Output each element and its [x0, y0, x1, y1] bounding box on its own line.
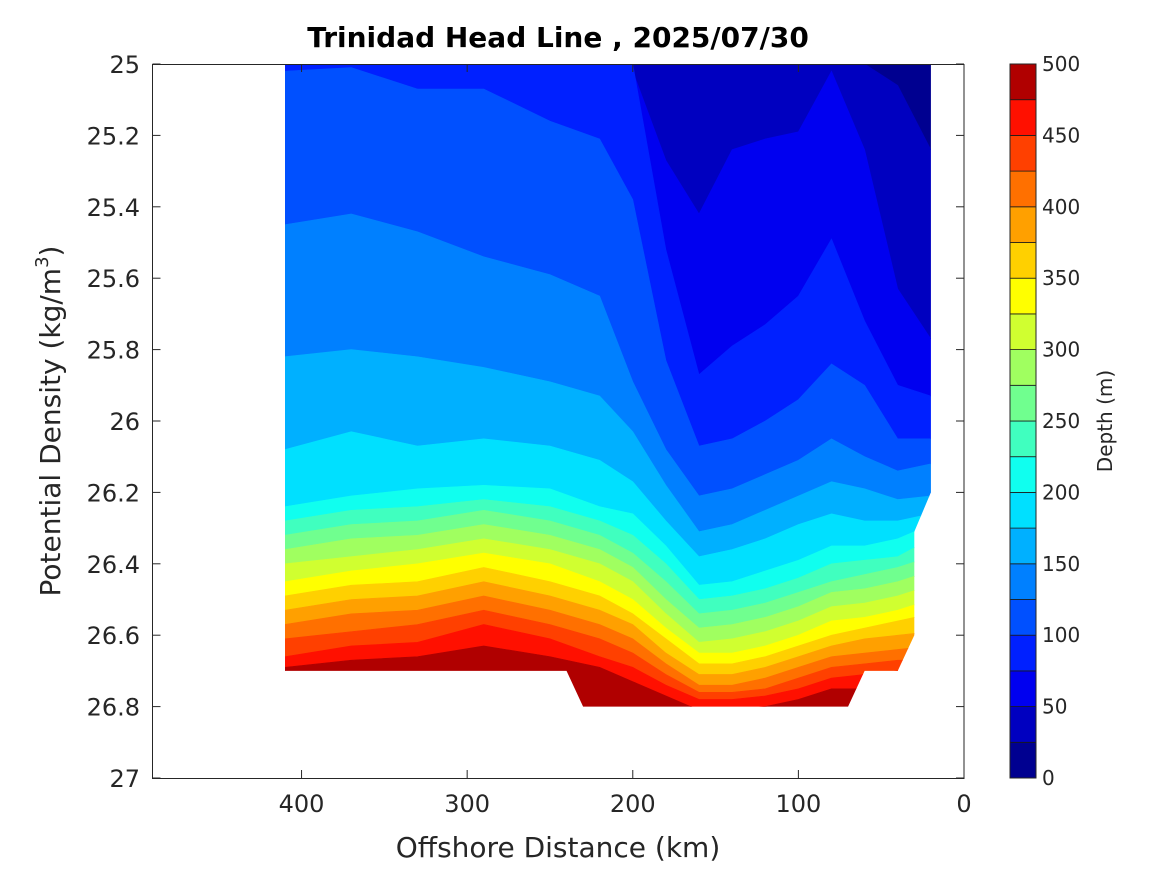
colorbar-swatch	[1009, 456, 1037, 493]
colorbar-swatch	[1009, 242, 1037, 279]
y-tick-label: 26.4	[87, 551, 140, 579]
y-axis-label-main: Potential Density (kg/m	[34, 268, 67, 597]
colorbar-swatch	[1009, 634, 1037, 672]
x-tick-label: 0	[956, 790, 971, 818]
colorbar-swatch	[1009, 706, 1037, 743]
colorbar-tick-label: 500	[1042, 52, 1080, 76]
y-tick-label: 25.8	[87, 337, 140, 365]
colorbar-swatch	[1009, 491, 1037, 529]
colorbar-swatch	[1009, 599, 1037, 636]
colorbar-frame	[1009, 63, 1037, 779]
y-tick-label: 26	[109, 408, 140, 436]
colorbar-swatch	[1009, 313, 1037, 350]
x-axis-label: Offshore Distance (km)	[396, 831, 721, 864]
colorbar-swatch	[1009, 670, 1037, 708]
colorbar-tick-label: 150	[1042, 552, 1080, 576]
y-tick-label: 25.4	[87, 194, 140, 222]
axes: 400 300 200 100 0 25 25.2 25.4 25.6 25.8 26 26.2 26.…	[87, 51, 972, 818]
chart-title: Trinidad Head Line , 2025/07/30	[307, 21, 809, 54]
y-tick-label: 27	[109, 765, 140, 793]
y-axis-label-superscript: 3	[32, 256, 53, 267]
colorbar-swatch	[1009, 63, 1037, 101]
colorbar-tick-label: 0	[1042, 766, 1055, 790]
x-tick-label: 100	[775, 790, 821, 818]
colorbar-swatch	[1009, 384, 1037, 422]
colorbar-swatch	[1009, 277, 1037, 315]
x-tick-label: 300	[444, 790, 490, 818]
colorbar-swatch	[1009, 99, 1037, 136]
y-tick-label: 26.6	[87, 622, 140, 650]
x-tick-label: 200	[610, 790, 656, 818]
colorbar-swatch	[1009, 420, 1037, 458]
colorbar-tick-label: 200	[1042, 480, 1080, 504]
colorbar-tick-label: 250	[1042, 409, 1080, 433]
colorbar-swatch	[1009, 206, 1037, 243]
colorbar-swatch	[1009, 170, 1037, 208]
colorbar-swatch	[1009, 741, 1037, 779]
y-tick-label: 26.8	[87, 694, 140, 722]
contour-bands	[284, 64, 931, 707]
x-tick-label: 400	[279, 790, 325, 818]
colorbar-tick-label: 350	[1042, 266, 1080, 290]
y-tick-label: 25.2	[87, 122, 140, 150]
y-tick-label: 25	[109, 51, 140, 79]
colorbar-tick-label: 300	[1042, 338, 1080, 362]
colorbar-tick-label: 50	[1042, 695, 1067, 719]
colorbar-tick-label: 400	[1042, 195, 1080, 219]
colorbar: 0 50 100 150 200 250 300 350 400 450 500	[1009, 52, 1080, 790]
y-tick-label: 26.2	[87, 479, 140, 507]
colorbar-swatch	[1009, 563, 1037, 600]
colorbar-tick-label: 450	[1042, 123, 1080, 147]
y-axis-label-end: )	[34, 246, 67, 257]
colorbar-swatch	[1009, 134, 1037, 172]
colorbar-swatch	[1009, 527, 1037, 565]
y-axis-label: Potential Density (kg/m3)	[32, 246, 67, 597]
colorbar-swatch	[1009, 349, 1037, 386]
colorbar-tick-label: 100	[1042, 623, 1080, 647]
colorbar-label: Depth (m)	[1093, 370, 1117, 472]
y-tick-label: 25.6	[87, 265, 140, 293]
